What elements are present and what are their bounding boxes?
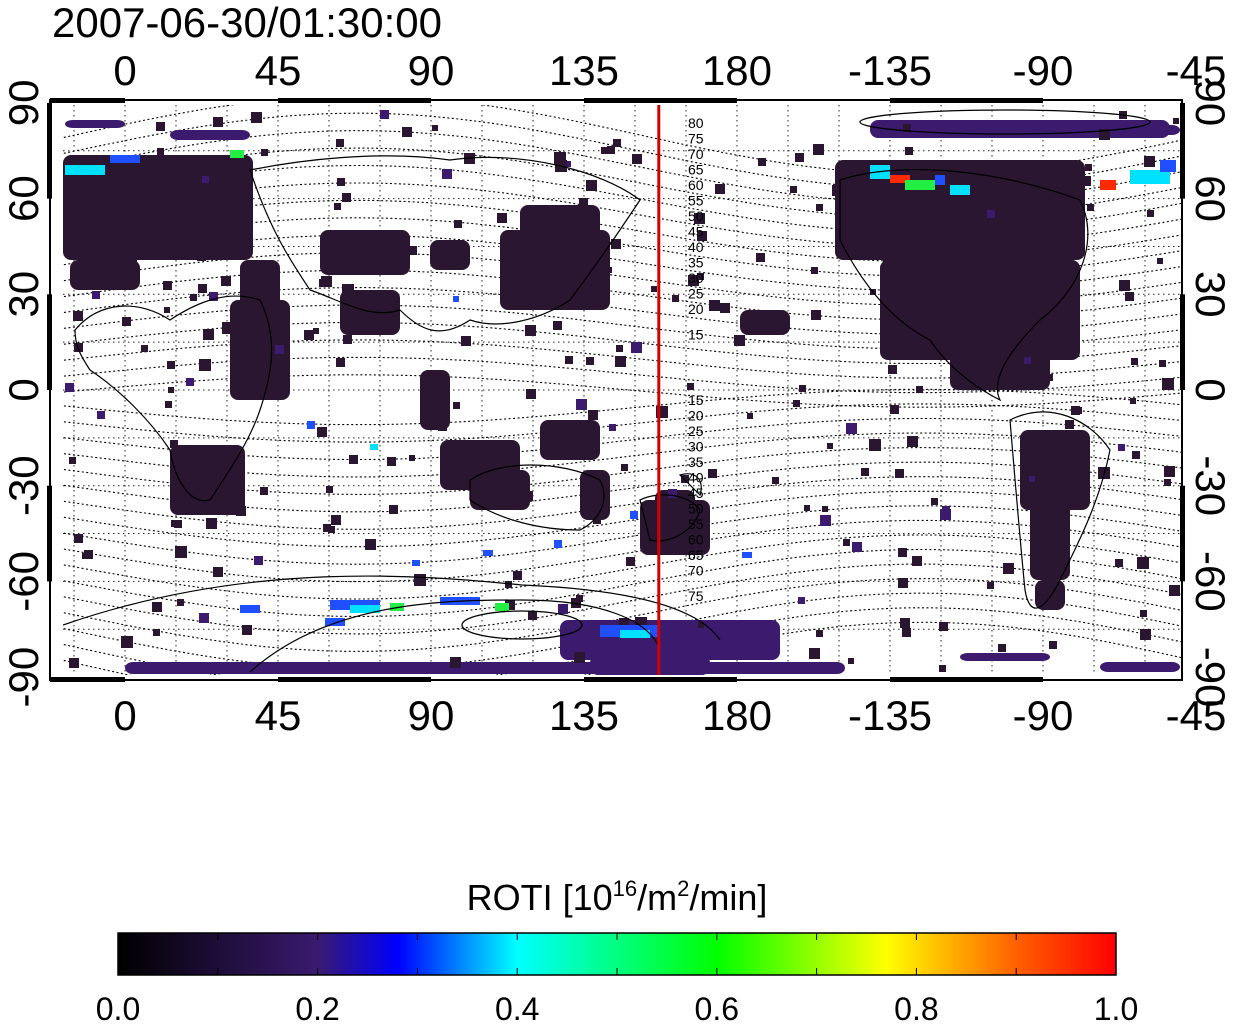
roti-data-layer	[63, 110, 1180, 675]
contour-label: 20	[688, 301, 704, 317]
colorbar-tick-label: 0.0	[96, 991, 140, 1024]
lon-tick-label-bottom: 90	[408, 692, 455, 739]
lon-tick-label-top: 0	[113, 47, 136, 94]
contour-label: 20	[688, 408, 704, 424]
lon-tick-label-bottom: -90	[1013, 692, 1074, 739]
lon-tick-label-bottom: 180	[702, 692, 772, 739]
contour-label: 45	[688, 224, 704, 240]
contour-label: 75	[688, 131, 704, 147]
south-oval-outer	[63, 575, 721, 641]
lon-tick-label-bottom: -45	[1166, 692, 1227, 739]
south-pole-oval	[461, 610, 583, 640]
lat-tick-label-left: 60	[0, 175, 47, 222]
timestamp-title: 2007-06-30/01:30:00	[52, 0, 442, 46]
contour-label: 15	[688, 327, 704, 343]
lon-tick-label-top: -45	[1166, 47, 1227, 94]
contour-label: 70	[688, 146, 704, 162]
lon-tick-label-top: 180	[702, 47, 772, 94]
contour-label: 55	[688, 516, 704, 532]
colorbar-tick-label: 0.4	[495, 991, 539, 1024]
coastlines	[74, 155, 1111, 609]
latitude-axis-left: 90 60 30 0 -30 -60 -90	[0, 80, 47, 708]
contour-label: 65	[688, 162, 704, 178]
lat-tick-label-left: -60	[0, 551, 47, 612]
lat-tick-label-left: 90	[0, 80, 47, 127]
contour-label: 35	[688, 255, 704, 271]
lat-tick-label-right: -60	[1187, 551, 1234, 612]
contour-label: 70	[688, 563, 704, 579]
lat-tick-label-left: -90	[0, 647, 47, 708]
contour-label: 35	[688, 454, 704, 470]
lat-tick-label-right: 30	[1187, 271, 1234, 318]
contour-label: 25	[688, 423, 704, 439]
contour-label: 40	[688, 239, 704, 255]
contour-label: 55	[688, 193, 704, 209]
colorbar-ticks: 0.0 0.2 0.4 0.6 0.8 1.0	[96, 933, 1138, 1024]
contour-label: 30	[688, 439, 704, 455]
longitude-axis-top: 0 45 90 135 180 -135 -90 -45	[113, 47, 1226, 94]
longitude-axis-bottom: 0 45 90 135 180 -135 -90 -45	[113, 692, 1226, 739]
contour-label: 25	[688, 286, 704, 302]
lon-tick-label-bottom: 135	[549, 692, 619, 739]
contour-label: 50	[688, 501, 704, 517]
lat-tick-label-left: 30	[0, 271, 47, 318]
lat-tick-label-right: 90	[1187, 80, 1234, 127]
contour-label: 80	[688, 115, 704, 131]
latitude-axis-right: 90 60 30 0 -30 -60 -90	[1187, 80, 1234, 708]
colorbar-tick-label: 0.6	[695, 991, 739, 1024]
contour-label: 30	[688, 270, 704, 286]
lat-tick-label-right: 0	[1187, 378, 1234, 401]
south-oval-outer-2	[249, 599, 661, 673]
lon-tick-label-bottom: -135	[848, 692, 932, 739]
lat-tick-label-right: -90	[1187, 647, 1234, 708]
lat-tick-label-left: 0	[0, 378, 47, 401]
frame-ticks	[47, 98, 1185, 682]
contour-label: 50	[688, 208, 704, 224]
lon-tick-label-top: 45	[255, 47, 302, 94]
colorbar-tick-label: 0.2	[295, 991, 339, 1024]
lat-tick-label-right: 60	[1187, 175, 1234, 222]
lon-tick-label-top: -135	[848, 47, 932, 94]
lon-tick-label-bottom: 45	[255, 692, 302, 739]
contour-label: 45	[688, 485, 704, 501]
lat-tick-label-right: -30	[1187, 455, 1234, 516]
contour-label: 60	[688, 177, 704, 193]
lon-tick-label-bottom: 0	[113, 692, 136, 739]
colorbar-tick-label: 1.0	[1094, 991, 1138, 1024]
contour-label: 60	[688, 532, 704, 548]
contour-label: 65	[688, 547, 704, 563]
colorbar-tick-label: 0.8	[894, 991, 938, 1024]
lon-tick-label-top: -90	[1013, 47, 1074, 94]
contour-label: 15	[688, 392, 704, 408]
lat-tick-label-left: -30	[0, 455, 47, 516]
north-pole-oval	[859, 109, 1151, 135]
colorbar: ROTI [1016/m2/min] 0.0 0.2 0.4 0.6 0.8 1.0	[96, 876, 1138, 1024]
contour-label: 40	[688, 470, 704, 486]
lon-tick-label-top: 135	[549, 47, 619, 94]
map-content	[63, 105, 1183, 675]
colorbar-label: ROTI [1016/m2/min]	[467, 876, 768, 918]
contour-label: 75	[688, 588, 704, 604]
lon-tick-label-top: 90	[408, 47, 455, 94]
